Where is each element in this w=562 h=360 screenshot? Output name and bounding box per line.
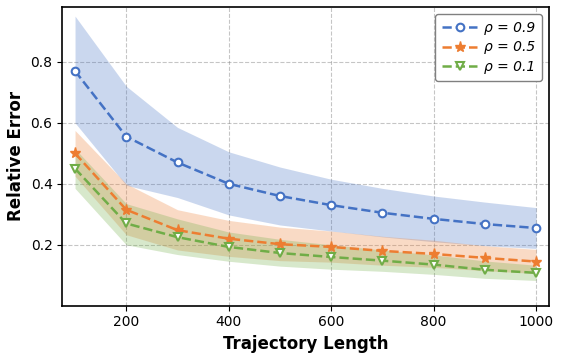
ρ = 0.9 (72, 69, 79, 73)
ρ = 0.9 (533, 226, 540, 230)
ρ = 0.5 (72, 151, 79, 156)
ρ = 0.1 (430, 262, 437, 267)
ρ = 0.9 (123, 134, 130, 139)
ρ = 0.1 (379, 258, 386, 263)
ρ = 0.5 (379, 249, 386, 253)
ρ = 0.1 (72, 166, 79, 171)
ρ = 0.1 (328, 255, 334, 259)
Line: ρ = 0.5: ρ = 0.5 (70, 148, 542, 267)
X-axis label: Trajectory Length: Trajectory Length (223, 335, 388, 353)
ρ = 0.5 (174, 228, 181, 232)
ρ = 0.9 (328, 203, 334, 207)
ρ = 0.9 (379, 211, 386, 215)
ρ = 0.5 (533, 260, 540, 264)
ρ = 0.5 (430, 252, 437, 256)
ρ = 0.1 (174, 235, 181, 239)
ρ = 0.9 (277, 194, 283, 198)
Line: ρ = 0.9: ρ = 0.9 (71, 67, 540, 232)
ρ = 0.1 (123, 221, 130, 226)
ρ = 0.1 (225, 245, 232, 249)
ρ = 0.5 (482, 256, 488, 260)
ρ = 0.5 (123, 208, 130, 212)
ρ = 0.5 (225, 237, 232, 241)
ρ = 0.9 (225, 182, 232, 186)
ρ = 0.1 (533, 271, 540, 275)
ρ = 0.9 (482, 222, 488, 226)
ρ = 0.5 (328, 245, 334, 249)
ρ = 0.1 (277, 251, 283, 255)
ρ = 0.9 (430, 217, 437, 221)
ρ = 0.1 (482, 267, 488, 272)
Legend: ρ = 0.9, ρ = 0.5, ρ = 0.1: ρ = 0.9, ρ = 0.5, ρ = 0.1 (435, 14, 542, 81)
Y-axis label: Relative Error: Relative Error (7, 91, 25, 221)
ρ = 0.9 (174, 160, 181, 165)
ρ = 0.5 (277, 242, 283, 246)
Line: ρ = 0.1: ρ = 0.1 (71, 165, 540, 277)
